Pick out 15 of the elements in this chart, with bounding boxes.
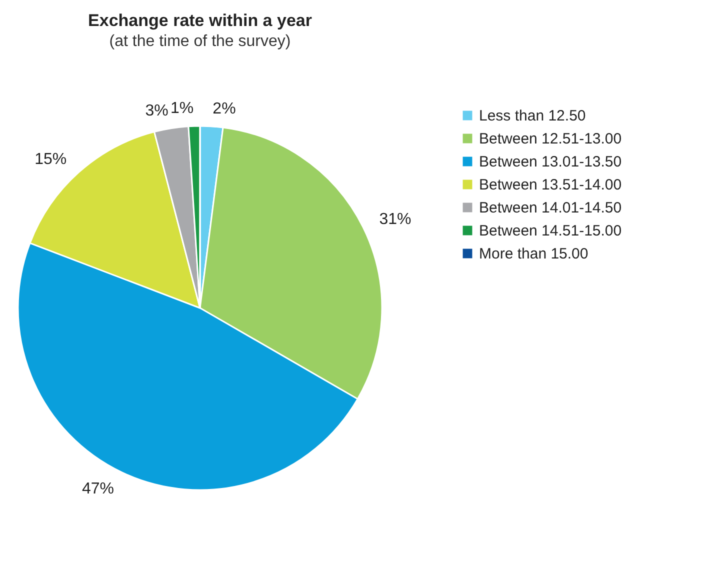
data-label: 2% xyxy=(212,100,236,118)
legend-label: Less than 12.50 xyxy=(479,108,586,124)
data-label: 1% xyxy=(170,100,194,118)
data-label: 31% xyxy=(379,211,412,228)
data-label: 47% xyxy=(82,480,114,498)
legend-label: Between 13.01-13.50 xyxy=(479,154,622,170)
legend-label: More than 15.00 xyxy=(479,246,588,262)
chart-subtitle: (at the time of the survey) xyxy=(109,33,291,50)
legend-label: Between 14.01-14.50 xyxy=(479,200,622,216)
legend-label: Between 14.51-15.00 xyxy=(479,222,622,240)
data-label: 15% xyxy=(34,150,67,168)
legend-label: Between 12.51-13.00 xyxy=(479,130,622,148)
chart-title: Exchange rate within a year xyxy=(88,11,312,30)
data-label: 3% xyxy=(145,102,168,120)
legend-label: Between 13.51-14.00 xyxy=(479,176,622,194)
